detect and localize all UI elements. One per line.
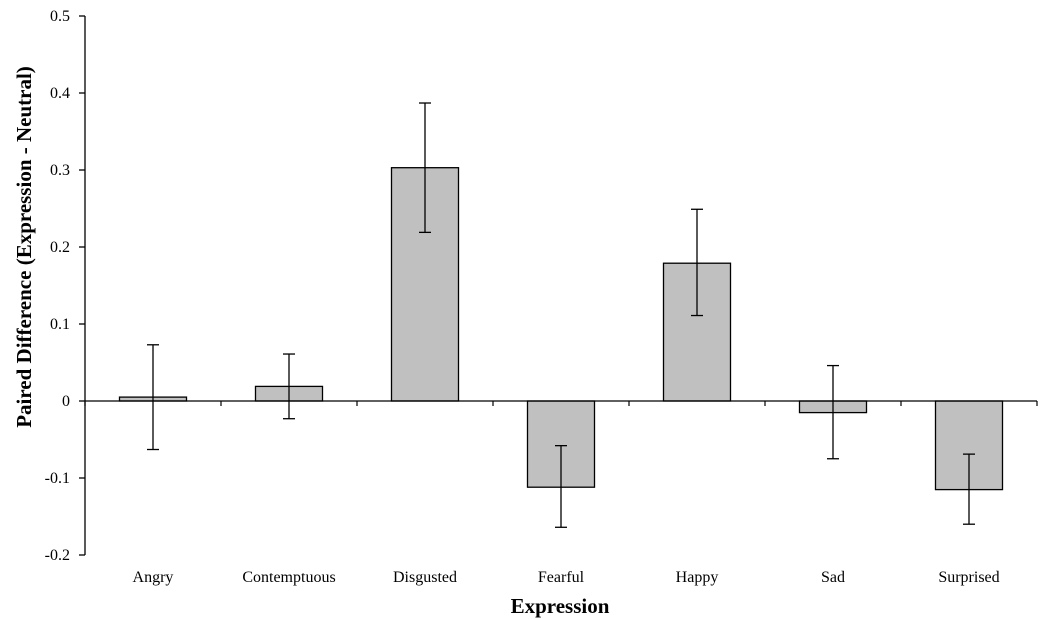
labels-layer: Angry Contemptuous Disgusted Fearful Happy Sa… — [45, 8, 1000, 586]
x-tick-label-disgusted: Disgusted — [393, 569, 457, 586]
error-bar-contemptuous — [283, 353, 295, 420]
y-tick-label: 0.5 — [50, 8, 70, 25]
y-tick-label: 0 — [62, 393, 70, 410]
y-tick-label: -0.2 — [45, 547, 70, 564]
y-tick-label: -0.1 — [45, 470, 70, 487]
x-tick-label-contemptuous: Contemptuous — [242, 569, 335, 586]
x-tick-label-fearful: Fearful — [538, 569, 585, 586]
bars-layer — [118, 167, 1004, 491]
y-axis-title: Paired Difference (Expression - Neutral) — [12, 66, 36, 428]
y-tick-label: 0.3 — [50, 162, 70, 179]
error-bar-fearful — [555, 445, 567, 528]
y-tick-label: 0.4 — [50, 85, 70, 102]
x-axis-title: Expression — [511, 594, 610, 618]
x-tick-label-sad: Sad — [821, 569, 845, 586]
x-tick-label-happy: Happy — [676, 569, 719, 586]
x-tick-label-angry: Angry — [133, 569, 174, 586]
error-bar-happy — [691, 208, 703, 317]
error-bar-sad — [827, 364, 839, 460]
error-bar-disgusted — [419, 102, 431, 234]
y-tick-label: 0.1 — [50, 316, 70, 333]
error-bars-layer — [147, 102, 975, 528]
x-tick-label-surprised: Surprised — [938, 569, 999, 586]
error-bar-surprised — [963, 453, 975, 525]
y-tick-label: 0.2 — [50, 239, 70, 256]
error-bar-angry — [147, 344, 159, 451]
axes-layer — [79, 15, 1038, 556]
